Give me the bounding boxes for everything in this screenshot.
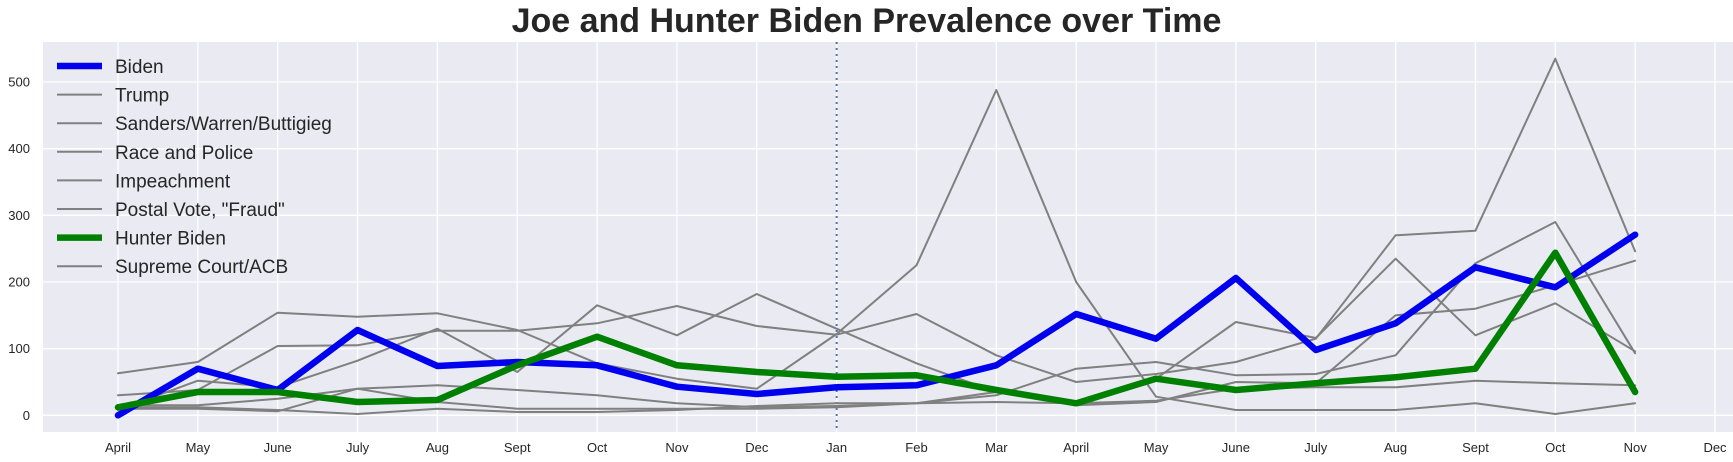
x-tick-label: Mar: [985, 440, 1008, 455]
y-tick-label: 400: [8, 141, 30, 156]
legend-label-race-and-police: Race and Police: [115, 143, 253, 164]
y-tick-label: 100: [8, 341, 30, 356]
y-tick-label: 200: [8, 275, 30, 290]
series-layer: [114, 57, 1639, 419]
x-tick-label: Nov: [665, 440, 689, 455]
x-tick-label: May: [186, 440, 211, 455]
y-tick-label: 0: [23, 408, 30, 423]
x-tick-label: Oct: [587, 440, 608, 455]
x-tick-label: Sept: [1462, 440, 1489, 455]
series-line-supreme-court-acb: [117, 379, 1637, 415]
x-tick-label: Oct: [1545, 440, 1566, 455]
y-tick-label: 300: [8, 208, 30, 223]
x-tick-label: Jan: [826, 440, 847, 455]
legend: Biden Trump Sanders/Warren/Buttigieg Race a…: [57, 57, 332, 278]
plot-background: [43, 42, 1733, 432]
x-tick-label: Dec: [1703, 440, 1727, 455]
series-line-sanders-warren-buttigieg: [117, 57, 1637, 397]
legend-label-postal-vote-fraud: Postal Vote, "Fraud": [115, 200, 285, 221]
x-tick-label: Nov: [1624, 440, 1648, 455]
chart-title: Joe and Hunter Biden Prevalence over Tim…: [511, 2, 1222, 40]
x-tick-label: Feb: [905, 440, 927, 455]
series-line-biden: [114, 231, 1639, 419]
y-axis-ticks: 0 100 200 300 400 500: [8, 75, 30, 423]
x-tick-label: April: [1063, 440, 1089, 455]
legend-label-biden: Biden: [115, 57, 164, 78]
legend-label-trump: Trump: [115, 86, 169, 107]
series-line-impeachment: [117, 257, 1637, 411]
x-tick-label: May: [1144, 440, 1169, 455]
x-tick-label: July: [1304, 440, 1328, 455]
x-tick-label: June: [264, 440, 292, 455]
x-tick-label: April: [105, 440, 131, 455]
x-axis-ticks: April May June July Aug Sept Oct Nov Dec Jan Feb Ma…: [105, 440, 1727, 455]
legend-label-supreme-court-acb: Supreme Court/ACB: [115, 257, 288, 278]
x-tick-label: Aug: [426, 440, 449, 455]
series-line-trump: [117, 89, 1637, 415]
x-tick-label: Sept: [504, 440, 531, 455]
series-line-hunter-biden: [114, 249, 1639, 411]
x-tick-label: June: [1222, 440, 1250, 455]
y-tick-label: 500: [8, 75, 30, 90]
x-tick-label: Dec: [745, 440, 769, 455]
legend-label-hunter-biden: Hunter Biden: [115, 229, 226, 250]
legend-label-sanders-warren-buttigieg: Sanders/Warren/Buttigieg: [115, 114, 332, 135]
x-tick-label: Aug: [1384, 440, 1407, 455]
x-tick-label: July: [346, 440, 370, 455]
legend-label-impeachment: Impeachment: [115, 171, 231, 192]
